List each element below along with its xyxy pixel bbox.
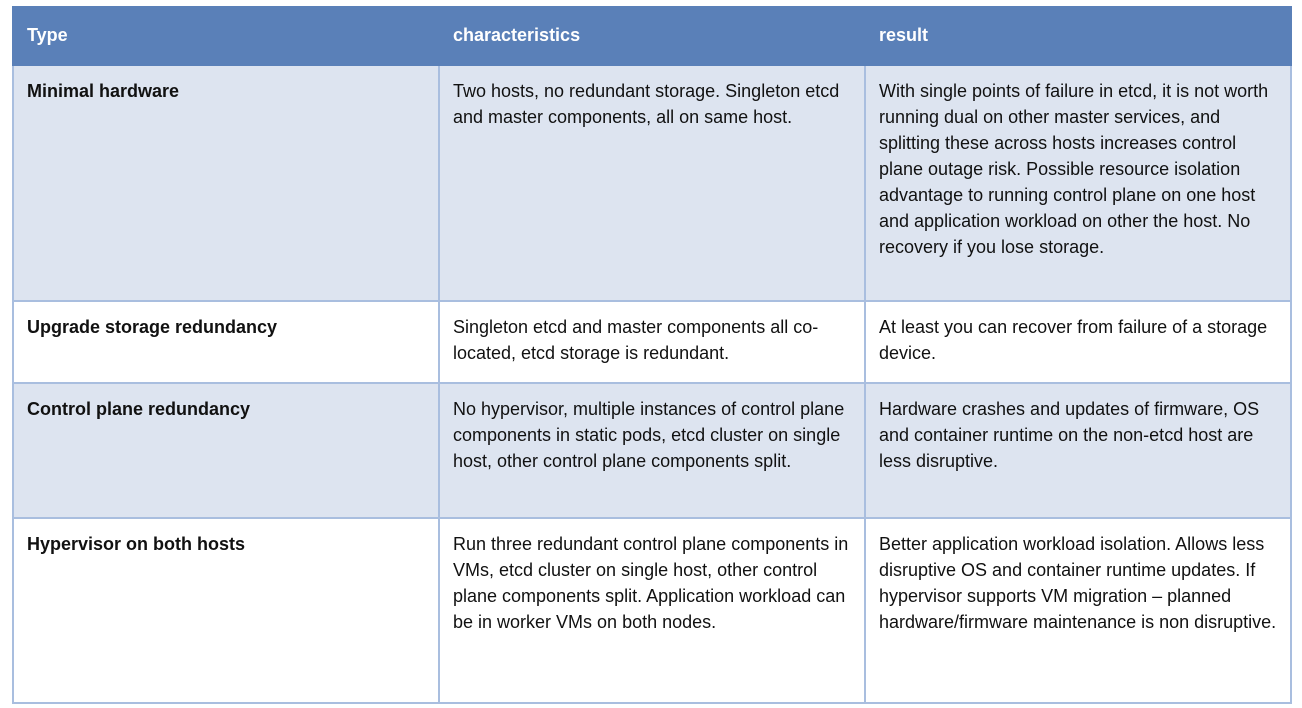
header-type: Type [12,6,440,66]
comparison-table: Type characteristics result Minimal hard… [12,6,1292,704]
result-cell: At least you can recover from failure of… [864,300,1292,384]
characteristics-cell: Two hosts, no redundant storage. Singlet… [438,64,866,302]
table-row: Hypervisor on both hosts Run three redun… [12,517,1292,704]
type-cell: Control plane redundancy [12,382,440,519]
table-row: Control plane redundancy No hypervisor, … [12,382,1292,519]
table-row: Upgrade storage redundancy Singleton etc… [12,300,1292,384]
type-cell: Upgrade storage redundancy [12,300,440,384]
header-characteristics: characteristics [438,6,866,66]
table-row: Minimal hardware Two hosts, no redundant… [12,64,1292,302]
header-result: result [864,6,1292,66]
result-cell: With single points of failure in etcd, i… [864,64,1292,302]
characteristics-cell: Run three redundant control plane compon… [438,517,866,704]
characteristics-cell: Singleton etcd and master components all… [438,300,866,384]
characteristics-cell: No hypervisor, multiple instances of con… [438,382,866,519]
result-cell: Hardware crashes and updates of firmware… [864,382,1292,519]
type-cell: Minimal hardware [12,64,440,302]
type-cell: Hypervisor on both hosts [12,517,440,704]
header-row: Type characteristics result [12,6,1292,66]
result-cell: Better application workload isolation. A… [864,517,1292,704]
